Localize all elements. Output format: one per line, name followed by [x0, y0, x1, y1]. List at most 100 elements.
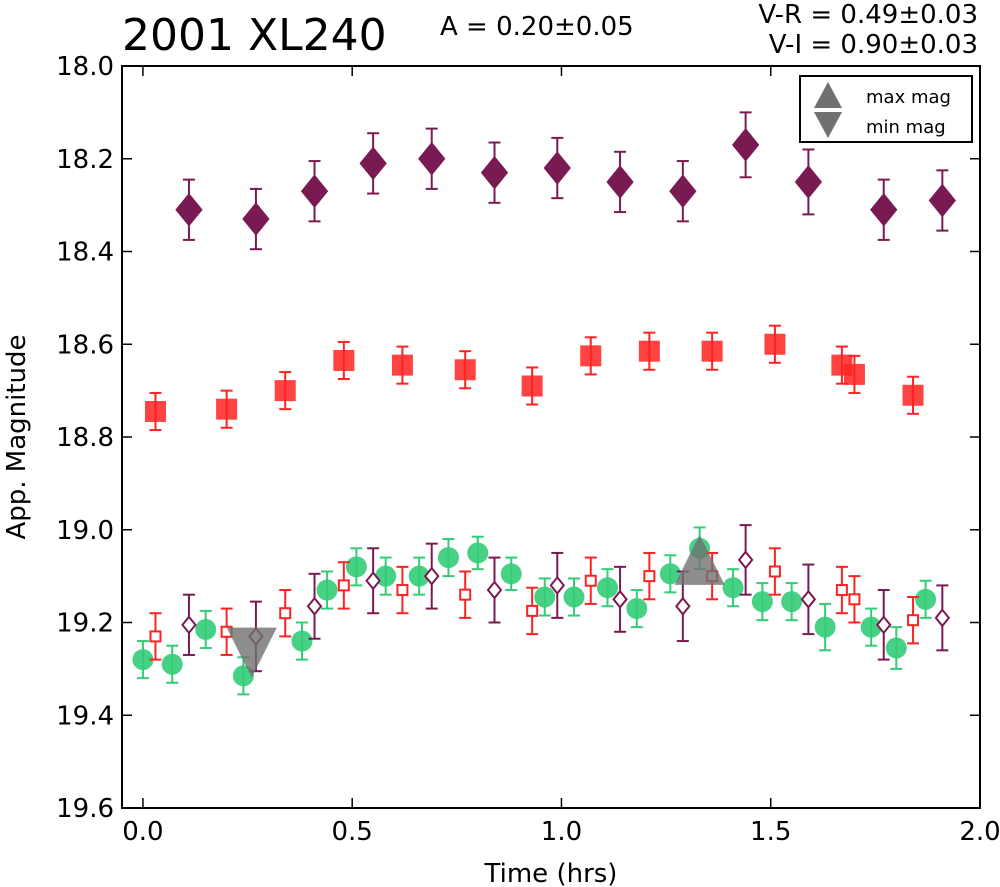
data-point-circle-filled: [375, 565, 397, 587]
chart-marks: [132, 111, 956, 696]
data-point-circle-filled: [722, 577, 744, 599]
data-point-diamond-filled: [480, 155, 509, 190]
data-point-diamond-open: [306, 596, 323, 616]
x-tick-label: 1.5: [750, 817, 791, 847]
color-vr-text: V-R = 0.49±0.03: [758, 0, 978, 30]
data-point-circle-filled: [132, 649, 154, 671]
legend-min-marker: [814, 112, 842, 138]
data-point-square-open: [149, 630, 162, 643]
amplitude-text: A = 0.20±0.05: [440, 12, 634, 42]
data-point-circle-filled: [291, 630, 313, 652]
data-point-diamond-filled: [543, 151, 571, 185]
y-tick-label: 18.4: [56, 238, 114, 268]
data-point-square-filled: [274, 380, 296, 402]
axes-frame: [121, 65, 981, 809]
data-point-circle-filled: [814, 616, 836, 638]
data-point-diamond-filled: [300, 174, 329, 209]
data-point-circle-filled: [860, 616, 882, 638]
data-point-square-filled: [454, 359, 476, 381]
chart-title: 2001 XL240: [122, 10, 387, 61]
data-point-circle-filled: [345, 556, 367, 578]
data-point-circle-filled: [437, 547, 459, 569]
data-point-square-filled: [333, 349, 355, 371]
data-point-square-filled: [764, 333, 786, 355]
y-tick-label: 18.8: [56, 423, 114, 453]
y-tick-label: 18.2: [56, 145, 114, 175]
y-tick-label: 18.0: [56, 52, 114, 82]
data-point-circle-filled: [781, 591, 803, 613]
data-point-diamond-filled: [606, 165, 634, 199]
data-point-diamond-filled: [794, 165, 823, 199]
data-point-square-filled: [902, 384, 924, 406]
data-point-square-filled: [580, 345, 602, 367]
y-tick-label: 19.6: [56, 794, 114, 824]
data-point-diamond-open: [181, 615, 197, 635]
data-point-square-open: [279, 607, 292, 620]
data-point-diamond-filled: [870, 192, 898, 227]
data-point-diamond-filled: [669, 174, 697, 209]
data-point-diamond-filled: [359, 146, 387, 181]
data-point-circle-filled: [195, 618, 217, 640]
data-point-circle-filled: [751, 591, 773, 613]
data-point-diamond-filled: [242, 202, 270, 236]
y-tick-label: 19.0: [56, 516, 114, 546]
data-point-square-filled: [391, 354, 413, 376]
data-point-circle-filled: [408, 565, 430, 587]
data-point-diamond-filled: [928, 183, 956, 218]
data-point-circle-filled: [915, 588, 937, 610]
data-point-square-open: [396, 584, 409, 597]
legend: max mag min mag: [799, 75, 973, 143]
data-point-circle-filled: [500, 563, 522, 585]
data-point-circle-filled: [316, 579, 338, 601]
data-point-square-open: [907, 614, 920, 627]
data-point-circle-filled: [563, 586, 585, 608]
data-point-circle-filled: [534, 586, 556, 608]
data-point-circle-filled: [659, 563, 681, 585]
data-point-circle-filled: [885, 637, 907, 659]
data-point-square-open: [584, 574, 597, 587]
data-point-square-open: [459, 588, 472, 601]
legend-label-min: min mag: [866, 117, 946, 138]
color-vi-text: V-I = 0.90±0.03: [768, 30, 978, 60]
data-point-diamond-open: [934, 608, 951, 628]
data-point-square-filled: [216, 398, 238, 420]
plot-area: [121, 65, 981, 809]
data-point-square-filled: [701, 340, 723, 362]
x-axis-label: Time (hrs): [484, 859, 618, 887]
data-point-diamond-open: [423, 566, 440, 586]
data-point-square-filled: [638, 340, 660, 362]
data-point-circle-filled: [597, 577, 619, 599]
data-point-diamond-filled: [175, 192, 203, 227]
data-point-square-filled: [144, 400, 166, 422]
y-tick-label: 19.2: [56, 609, 114, 639]
data-point-square-open: [848, 593, 861, 606]
data-point-diamond-filled: [731, 128, 760, 162]
data-point-circle-filled: [161, 653, 183, 675]
y-tick-label: 19.4: [56, 701, 114, 731]
legend-label-max: max mag: [866, 87, 951, 108]
data-point-square-open: [337, 579, 350, 592]
x-tick-label: 0.5: [332, 817, 373, 847]
legend-max-marker: [814, 82, 842, 108]
x-tick-label: 2.0: [959, 817, 1000, 847]
y-axis-label: App. Magnitude: [2, 334, 32, 539]
y-tick-label: 18.6: [56, 330, 114, 360]
data-point-circle-filled: [467, 542, 489, 564]
data-point-diamond-open: [875, 615, 892, 635]
data-point-square-open: [768, 565, 781, 578]
data-point-diamond-open: [737, 550, 754, 570]
data-point-diamond-filled: [418, 141, 446, 176]
max-mag-marker: [674, 534, 725, 585]
data-point-square-filled: [521, 375, 543, 397]
x-tick-label: 0.0: [122, 817, 163, 847]
data-point-circle-filled: [626, 598, 648, 620]
min-mag-marker: [226, 627, 277, 678]
data-point-diamond-open: [675, 596, 691, 616]
data-point-diamond-open: [800, 589, 817, 609]
x-tick-label: 1.0: [541, 817, 582, 847]
data-point-square-open: [835, 584, 848, 597]
data-point-diamond-open: [549, 575, 566, 595]
data-point-square-open: [643, 570, 656, 583]
data-point-diamond-open: [365, 571, 381, 591]
